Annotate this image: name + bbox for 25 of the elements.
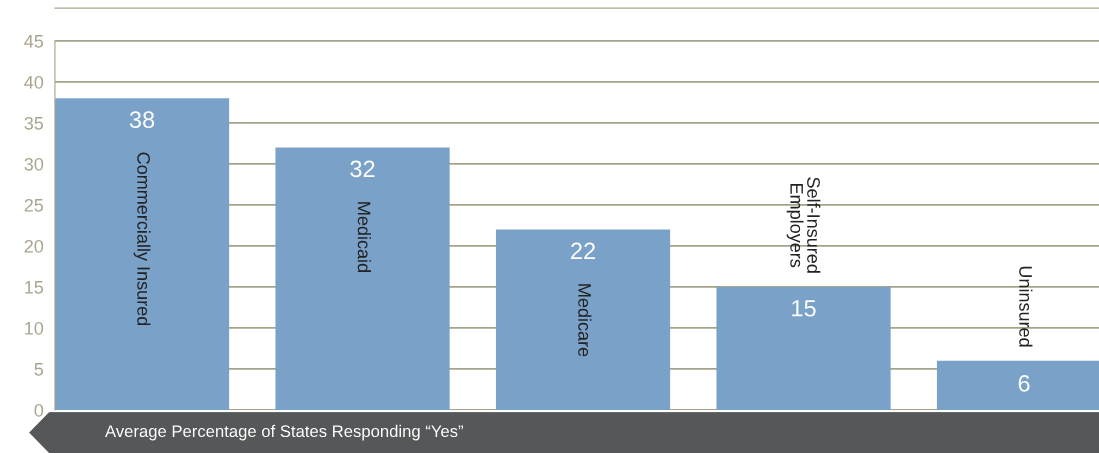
x-tick-label: Self-Insured Employers <box>786 177 821 273</box>
x-tick-label: Medicare <box>578 284 592 357</box>
y-tick-label: 5 <box>34 363 44 376</box>
data-label: 15 <box>792 300 816 317</box>
bar <box>495 229 671 410</box>
data-label: 22 <box>571 242 595 259</box>
y-tick-label: 30 <box>24 157 44 171</box>
x-tick-label: Commercially Insured <box>133 152 151 326</box>
data-label: 6 <box>1018 374 1030 392</box>
y-tick-label: 45 <box>24 35 44 48</box>
y-tick-label: 0 <box>34 403 44 417</box>
data-label: 32 <box>350 160 375 178</box>
y-tick-label: 20 <box>24 239 44 253</box>
y-tick-label: 15 <box>25 281 44 294</box>
y-tick-label: 40 <box>24 75 44 89</box>
x-tick-label: Medicaid <box>357 202 371 272</box>
x-tick-label: Uninsured <box>1019 266 1033 347</box>
x-axis-title: Average Percentage of States Responding “Yes” <box>105 424 463 441</box>
bar <box>54 98 230 410</box>
y-tick-label: 10 <box>25 321 44 335</box>
y-tick-label: 35 <box>24 116 44 130</box>
bar <box>716 286 891 410</box>
bar <box>275 147 450 410</box>
y-tick-label: 25 <box>24 198 44 212</box>
data-label: 38 <box>129 111 155 128</box>
